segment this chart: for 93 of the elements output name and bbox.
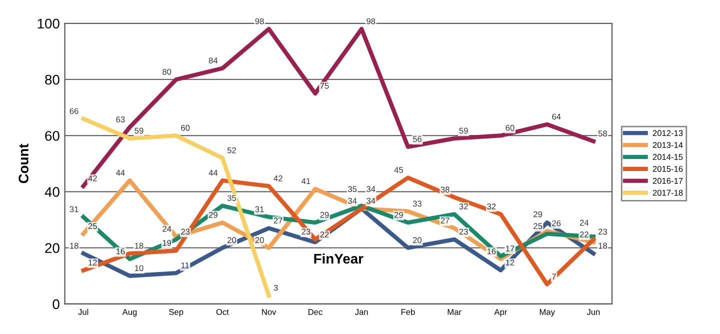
data-label: 56 bbox=[412, 136, 422, 142]
data-label: 10 bbox=[134, 265, 144, 272]
data-label: 45 bbox=[394, 167, 403, 173]
data-label: 24 bbox=[162, 226, 172, 232]
x-tick-label: Apr bbox=[494, 309, 508, 317]
data-label: 33 bbox=[412, 200, 422, 207]
data-label: 80 bbox=[162, 68, 172, 75]
data-label: 29 bbox=[208, 212, 218, 218]
x-tick-label: Sep bbox=[169, 309, 184, 317]
data-label: 32 bbox=[459, 203, 468, 210]
data-label: 27 bbox=[440, 218, 450, 224]
data-label: 41 bbox=[302, 178, 310, 184]
y-axis-title: Count bbox=[18, 144, 28, 184]
y-tick-label: 20 bbox=[45, 243, 60, 253]
data-label: 26 bbox=[552, 220, 561, 226]
y-tick-label: 40 bbox=[44, 187, 60, 197]
legend-label: 2012-13 bbox=[652, 130, 683, 136]
legend-label: 2016-17 bbox=[652, 178, 683, 184]
data-label: 16 bbox=[116, 248, 125, 254]
data-label: 24 bbox=[580, 220, 589, 226]
data-label: 23 bbox=[302, 228, 310, 235]
data-label: 52 bbox=[227, 147, 236, 154]
data-label: 60 bbox=[506, 124, 514, 131]
data-label: 35 bbox=[348, 186, 357, 192]
data-label: 25 bbox=[88, 223, 97, 230]
data-label: 31 bbox=[70, 206, 78, 212]
data-label: 22 bbox=[320, 232, 329, 238]
x-tick-label: Aug bbox=[122, 309, 137, 317]
data-label: 19 bbox=[162, 240, 172, 246]
x-tick-label: Nov bbox=[262, 309, 276, 315]
data-label: 84 bbox=[208, 58, 218, 64]
data-label: 42 bbox=[88, 175, 97, 182]
x-tick-label: Mar bbox=[448, 309, 462, 315]
data-label: 11 bbox=[181, 262, 189, 268]
y-tick-label: 60 bbox=[45, 130, 60, 141]
data-label: 44 bbox=[116, 170, 125, 176]
data-label: 31 bbox=[255, 206, 264, 212]
x-tick-label: May bbox=[540, 309, 555, 317]
x-tick-label: Dec bbox=[308, 309, 322, 315]
data-label: 29 bbox=[534, 211, 542, 218]
data-label: 42 bbox=[274, 175, 282, 182]
data-label: 66 bbox=[70, 108, 78, 114]
data-label: 32 bbox=[487, 203, 496, 210]
data-label: 64 bbox=[552, 114, 561, 120]
data-label: 58 bbox=[598, 130, 607, 136]
data-label: 29 bbox=[394, 212, 403, 218]
data-label: 7 bbox=[552, 274, 556, 280]
y-tick-label: 0 bbox=[52, 299, 60, 310]
data-label: 12 bbox=[88, 260, 97, 266]
data-label: 98 bbox=[255, 18, 264, 24]
x-tick-label: Jan bbox=[355, 309, 368, 315]
data-label: 16 bbox=[487, 248, 496, 254]
data-label: 18 bbox=[134, 242, 144, 249]
data-label: 18 bbox=[598, 242, 607, 249]
data-label: 17 bbox=[506, 246, 514, 252]
data-label: 27 bbox=[274, 218, 282, 224]
data-label: 34 bbox=[366, 186, 376, 192]
data-label: 23 bbox=[598, 228, 607, 235]
legend-label: 2015-16 bbox=[652, 166, 683, 172]
legend-label: 2014-15 bbox=[652, 154, 683, 160]
data-label: 29 bbox=[320, 212, 329, 218]
data-label: 59 bbox=[459, 128, 468, 134]
data-label: 59 bbox=[134, 128, 144, 134]
x-tick-label: Oct bbox=[216, 309, 229, 315]
data-label: 22 bbox=[580, 232, 588, 238]
data-label: 75 bbox=[320, 82, 329, 89]
x-tick-label: Jun bbox=[586, 309, 600, 315]
data-label: 60 bbox=[181, 124, 190, 131]
data-label: 20 bbox=[413, 237, 422, 244]
data-label: 23 bbox=[181, 228, 190, 235]
data-label: 44 bbox=[208, 170, 218, 176]
data-label: 23 bbox=[459, 228, 468, 235]
data-label: 63 bbox=[116, 116, 125, 122]
data-label: 98 bbox=[366, 18, 376, 24]
line-series bbox=[81, 116, 271, 298]
x-tick-label: Feb bbox=[401, 308, 415, 315]
x-axis-title: FinYear bbox=[314, 253, 364, 264]
legend-label: 2017-18 bbox=[652, 190, 683, 196]
data-label: 25 bbox=[534, 223, 542, 230]
data-label: 18 bbox=[70, 242, 78, 249]
data-label: 3 bbox=[274, 284, 278, 291]
data-label: 12 bbox=[506, 260, 514, 266]
line-series bbox=[81, 176, 596, 286]
data-label: 34 bbox=[348, 198, 357, 204]
data-label: 38 bbox=[440, 186, 450, 193]
legend-label: 2013-14 bbox=[652, 142, 683, 148]
y-tick-label: 100 bbox=[38, 18, 60, 29]
data-label: 35 bbox=[227, 195, 236, 201]
y-tick-label: 80 bbox=[45, 74, 60, 85]
data-label: 20 bbox=[228, 237, 236, 244]
x-tick-label: Jul bbox=[78, 308, 88, 315]
data-label: 34 bbox=[366, 198, 376, 204]
data-label: 20 bbox=[255, 237, 264, 244]
